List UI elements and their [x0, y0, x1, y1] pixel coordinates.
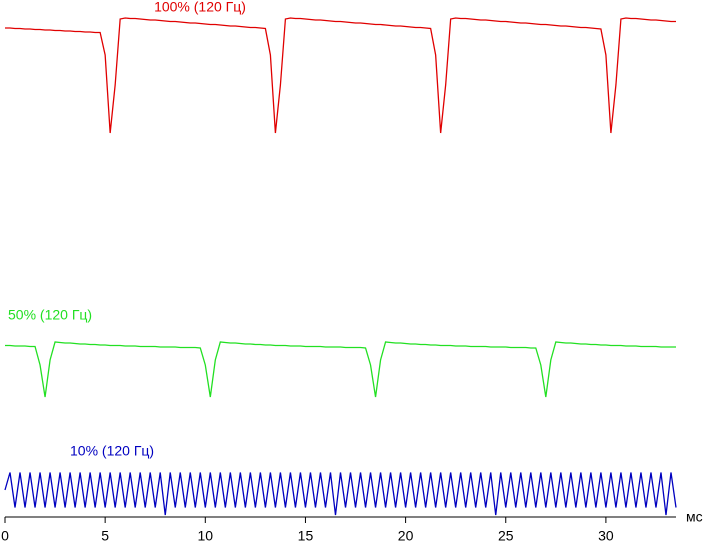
trace-label: 50% (120 Гц) — [8, 307, 92, 323]
x-tick-label: 30 — [598, 528, 614, 544]
x-tick-label: 10 — [198, 528, 214, 544]
trace-line — [5, 17, 676, 134]
trace-line — [5, 341, 676, 398]
x-tick-label: 5 — [101, 528, 109, 544]
trace-label: 10% (120 Гц) — [70, 443, 154, 459]
x-tick-label: 15 — [298, 528, 314, 544]
x-tick-label: 20 — [398, 528, 414, 544]
x-tick-label: 25 — [498, 528, 514, 544]
trace-line — [4, 472, 677, 516]
x-unit: мс — [686, 509, 703, 525]
x-tick-label: 0 — [1, 528, 9, 544]
trace-label: 100% (120 Гц) — [154, 0, 246, 15]
